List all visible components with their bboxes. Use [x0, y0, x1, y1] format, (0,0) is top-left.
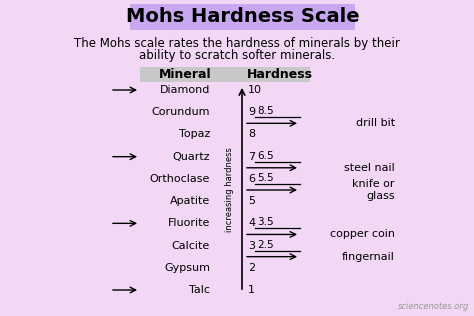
Text: 3: 3 [248, 240, 255, 251]
Text: Talc: Talc [189, 285, 210, 295]
Text: Mohs Hardness Scale: Mohs Hardness Scale [126, 8, 359, 27]
Text: Hardness: Hardness [247, 68, 313, 81]
Text: Apatite: Apatite [170, 196, 210, 206]
Text: Calcite: Calcite [172, 240, 210, 251]
Text: Fluorite: Fluorite [168, 218, 210, 228]
Text: 2.5: 2.5 [257, 240, 273, 250]
Text: 9: 9 [248, 107, 255, 117]
Text: Topaz: Topaz [179, 130, 210, 139]
Text: 10: 10 [248, 85, 262, 95]
Text: 6.5: 6.5 [257, 151, 273, 161]
Text: 8: 8 [248, 130, 255, 139]
Text: Orthoclase: Orthoclase [150, 174, 210, 184]
Text: 8.5: 8.5 [257, 106, 273, 116]
Text: ability to scratch softer minerals.: ability to scratch softer minerals. [139, 49, 335, 62]
Text: sciencenotes.org: sciencenotes.org [398, 302, 469, 311]
FancyBboxPatch shape [140, 67, 310, 82]
Text: 3.5: 3.5 [257, 217, 273, 228]
Text: 5.5: 5.5 [257, 173, 273, 183]
Text: increasing hardness: increasing hardness [226, 148, 235, 233]
Text: Quartz: Quartz [173, 152, 210, 162]
Text: 5: 5 [248, 196, 255, 206]
Text: steel nail: steel nail [344, 163, 395, 173]
Text: fingernail: fingernail [342, 252, 395, 262]
Text: 2: 2 [248, 263, 255, 273]
Text: 7: 7 [248, 152, 255, 162]
Text: 4: 4 [248, 218, 255, 228]
Text: Diamond: Diamond [160, 85, 210, 95]
Text: Gypsum: Gypsum [164, 263, 210, 273]
Text: The Mohs scale rates the hardness of minerals by their: The Mohs scale rates the hardness of min… [74, 37, 400, 50]
FancyBboxPatch shape [130, 4, 355, 30]
Text: Corundum: Corundum [152, 107, 210, 117]
Text: Mineral: Mineral [159, 68, 211, 81]
Text: copper coin: copper coin [330, 229, 395, 240]
Text: drill bit: drill bit [356, 118, 395, 128]
Text: 1: 1 [248, 285, 255, 295]
Text: knife or
glass: knife or glass [353, 179, 395, 201]
Text: 6: 6 [248, 174, 255, 184]
